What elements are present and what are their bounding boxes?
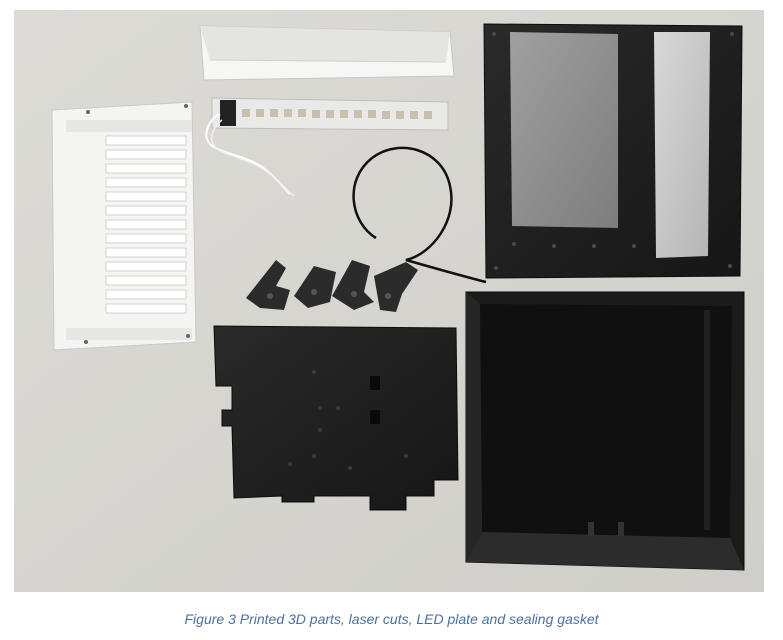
acrylic-sheet [510, 32, 618, 228]
white-heatsink-plate [51, 101, 197, 351]
black-mounting-plate [213, 325, 459, 511]
black-enclosure-box [465, 291, 745, 571]
black-lid-plate [483, 23, 743, 279]
led-strip-plate [205, 97, 449, 197]
black-clips [246, 260, 418, 312]
black-cable [352, 146, 487, 284]
sealing-gasket [654, 32, 710, 258]
figure-caption: Figure 3 Printed 3D parts, laser cuts, L… [184, 611, 599, 627]
white-reflector-piece [199, 25, 455, 81]
figure-photo [14, 10, 764, 592]
